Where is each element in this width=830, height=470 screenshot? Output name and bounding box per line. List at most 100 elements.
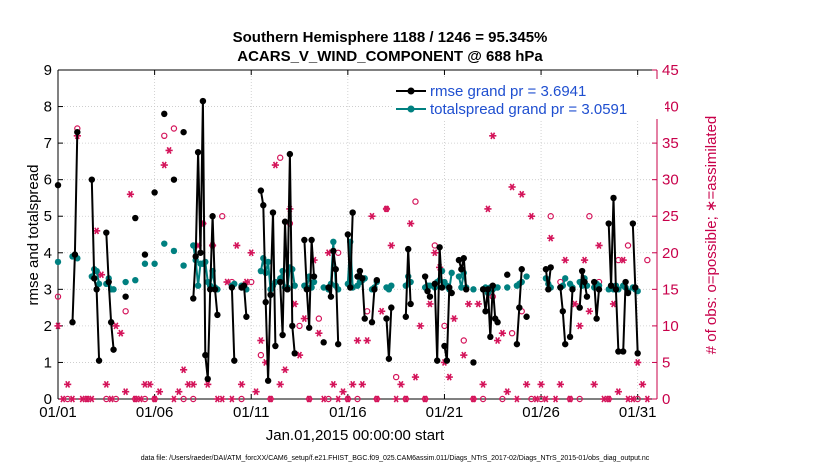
rmse-marker [489, 282, 496, 289]
asterisk-stroke [519, 190, 525, 198]
totalspread-marker [190, 242, 197, 249]
rmse-marker [202, 351, 209, 359]
totalspread-marker [494, 284, 501, 291]
asterisk-stroke [557, 380, 563, 388]
rmse-marker [305, 324, 313, 331]
assimilated-obs-marker [339, 388, 347, 396]
rmse-marker [291, 350, 298, 357]
assimilated-obs-marker [605, 395, 613, 403]
asterisk-stroke [355, 336, 360, 345]
y-left-tick-label: 1 [44, 354, 52, 371]
rmse-marker [458, 266, 465, 273]
possible-obs-marker [499, 395, 506, 403]
assimilated-obs-marker [271, 161, 279, 169]
y-right-tick-label: 0 [662, 391, 670, 408]
asterisk-stroke [403, 395, 409, 403]
y-left-tick-label: 8 [44, 99, 52, 116]
rmse-marker [122, 293, 129, 300]
asterisk-stroke [335, 395, 341, 403]
rmse-marker [107, 319, 115, 326]
assimilated-obs-marker [445, 373, 453, 381]
x-tick-label: 01/06 [136, 404, 174, 421]
assimilated-obs-marker [117, 329, 125, 337]
y-right-tick-label: 30 [662, 172, 679, 189]
asterisk-stroke [538, 380, 544, 388]
rmse-marker [545, 286, 552, 293]
assimilated-obs-marker [59, 395, 67, 403]
assimilated-obs-marker [107, 395, 115, 403]
assimilated-obs-marker [368, 212, 376, 220]
rmse-marker [557, 284, 564, 291]
assimilated-obs-marker [189, 380, 197, 388]
possible-obs-marker [257, 351, 265, 359]
assimilated-obs-marker [498, 329, 507, 337]
assimilated-obs-marker [416, 322, 424, 330]
totalspread-marker [448, 269, 455, 277]
asterisk-stroke [504, 388, 510, 396]
rmse-marker [559, 308, 567, 315]
y-left-tick-label: 6 [44, 172, 52, 189]
tick-labels: 01/01 01/06 01/11 01/16 01/21 01/26 01/31 0 1 2 3 4… [39, 62, 678, 421]
assimilated-obs-marker [122, 388, 130, 396]
assimilated-obs-marker [64, 380, 72, 388]
asterisk-stroke [60, 395, 66, 403]
assimilated-obs-marker [344, 395, 352, 403]
rmse-marker [264, 377, 272, 384]
rmse-marker [436, 244, 443, 251]
assimilated-obs-marker [175, 388, 183, 396]
asterisk-stroke [340, 388, 346, 396]
rmse-marker [105, 278, 112, 286]
possible-obs-marker [547, 213, 554, 220]
assimilated-obs-marker [407, 220, 415, 228]
assimilated-obs-marker [300, 315, 308, 323]
rmse-marker [344, 231, 352, 238]
rmse-marker [281, 218, 289, 225]
rmse-marker [612, 286, 620, 293]
assimilated-obs-marker [590, 380, 598, 388]
totalspread-marker [264, 258, 272, 266]
assimilated-obs-marker [537, 380, 545, 388]
asterisk-stroke [292, 300, 298, 308]
y-left-tick-label: 0 [44, 391, 52, 408]
rmse-marker [284, 286, 291, 293]
asterisk-stroke [79, 395, 85, 403]
totalspread-marker [455, 273, 463, 280]
rmse-marker [407, 300, 414, 308]
assimilated-obs-marker [397, 380, 405, 388]
assimilated-obs-marker [484, 205, 492, 213]
asterisk-stroke [398, 380, 404, 388]
asterisk-stroke [369, 212, 375, 220]
rmse-marker [595, 286, 603, 293]
rmse-marker [470, 359, 477, 366]
possible-obs-marker [161, 132, 168, 139]
totalspread-marker [504, 284, 511, 291]
rmse-marker [308, 236, 315, 244]
assimilated-obs-marker [387, 241, 395, 249]
asterisk-stroke [142, 380, 148, 388]
rmse-marker [262, 298, 269, 306]
rmse-marker [562, 340, 569, 348]
asterisk-stroke [190, 380, 196, 388]
asterisk-stroke [118, 329, 124, 337]
asterisk-stroke [219, 395, 225, 403]
rmse-marker [426, 293, 434, 300]
y-right-tick-label: 10 [662, 318, 679, 335]
assimilated-obs-marker [97, 271, 106, 279]
asterisk-stroke [586, 307, 592, 315]
rmse-marker [303, 286, 310, 293]
asterisk-stroke [205, 380, 211, 388]
assimilated-obs-marker [252, 388, 260, 396]
asterisk-stroke [466, 300, 472, 308]
possible-obs-marker [277, 154, 284, 161]
asterisk-stroke [553, 395, 559, 403]
totalspread-marker [310, 278, 318, 286]
rmse-line-segment [385, 307, 393, 359]
x-tick-label: 01/31 [619, 404, 657, 421]
assimilated-obs-marker [146, 380, 154, 388]
asterisk-stroke [350, 380, 356, 388]
asterisk-stroke [615, 388, 621, 396]
rmse-marker [332, 266, 339, 273]
y-left-tick-label: 2 [44, 318, 52, 335]
asterisk-stroke [548, 234, 554, 242]
